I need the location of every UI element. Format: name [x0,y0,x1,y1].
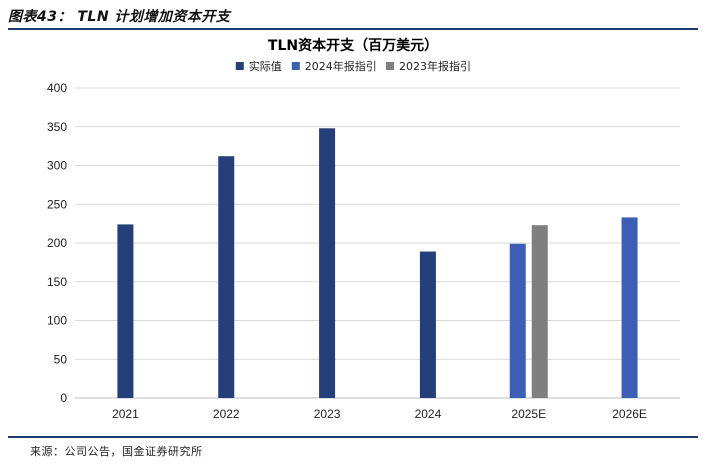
x-tick-label: 2026E [612,407,647,421]
y-tick-label: 350 [47,120,67,134]
bottom-rule [8,436,698,438]
x-tick-label: 2021 [112,407,139,421]
bar-2025E-series-1 [509,243,526,398]
bar-2025E-series-2 [531,225,548,398]
chart-bars [117,128,638,399]
y-tick-label: 50 [54,352,68,366]
figure-title: 图表43： TLN 计划增加资本开支 [8,9,231,25]
x-axis: 2021 2022 2023 2024 2025E 2026E [75,397,680,421]
y-axis: 0 50 100 150 200 250 300 350 400 [47,81,67,405]
y-tick-label: 400 [47,81,67,95]
y-tick-label: 300 [47,159,67,173]
x-tick-label: 2022 [213,407,240,421]
top-rule [8,28,698,30]
bar-2023-series-0 [319,128,336,399]
y-tick-label: 250 [47,197,67,211]
chart-gridlines [75,87,680,360]
y-tick-label: 0 [60,391,67,405]
x-tick-label: 2025E [511,407,546,421]
chart-legend: 实际值 2024年报指引 2023年报指引 [235,59,471,73]
legend-label: 实际值 [249,59,282,73]
source-note: 来源：公司公告，国金证券研究所 [30,445,203,458]
bar-2021-series-0 [117,224,134,398]
x-tick-label: 2024 [415,407,442,421]
y-tick-label: 200 [47,236,67,250]
legend-label: 2023年报指引 [399,59,471,73]
legend-swatch [235,62,244,70]
legend-label: 2024年报指引 [305,59,377,73]
bar-2026E-series-1 [621,217,638,398]
bar-2022-series-0 [218,156,235,398]
x-tick-label: 2023 [314,407,341,421]
legend-swatch [291,62,300,70]
chart-title: TLN资本开支（百万美元） [268,37,438,54]
y-tick-label: 150 [47,275,67,289]
legend-swatch [386,62,394,70]
y-tick-label: 100 [47,314,67,328]
bar-2024-series-0 [419,251,436,398]
